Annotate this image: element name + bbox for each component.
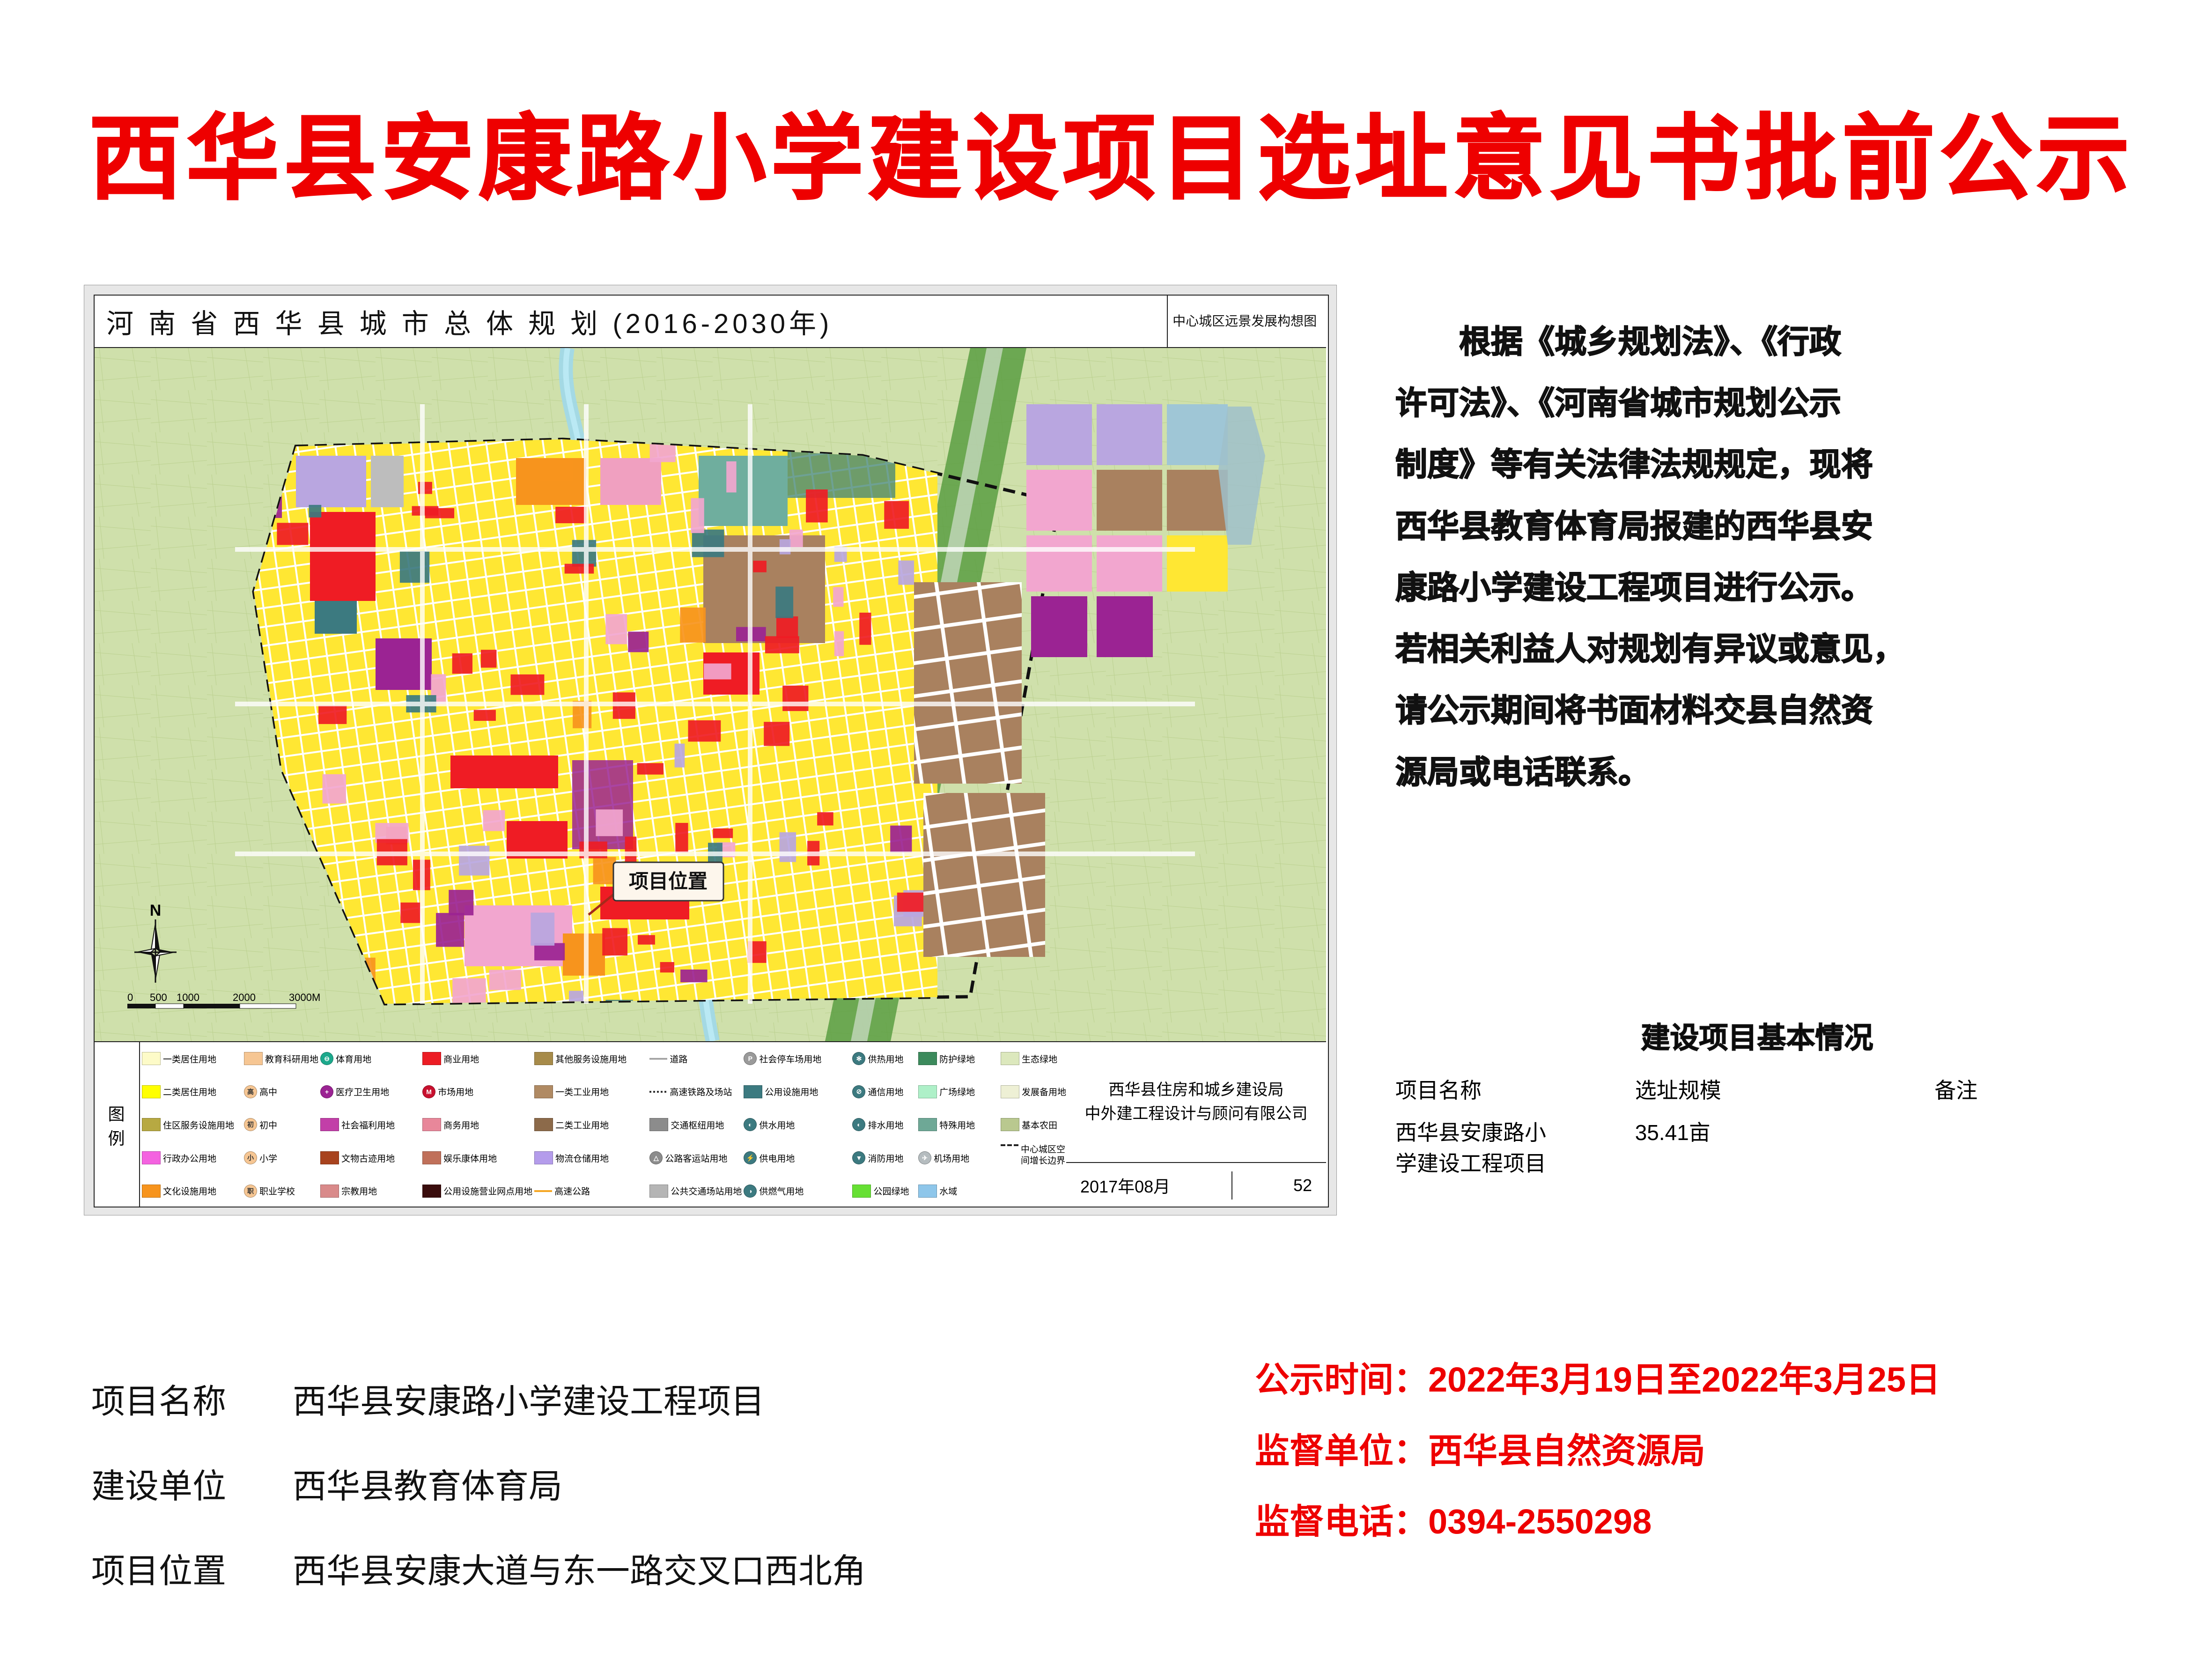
svg-text:项目位置: 项目位置 [629,870,708,892]
svg-text:500: 500 [150,992,167,1003]
svg-text:1000: 1000 [177,992,199,1003]
svg-text:N: N [150,902,162,919]
svg-text:2000: 2000 [233,992,256,1003]
svg-text:0: 0 [127,992,133,1003]
svg-text:3000M: 3000M [289,992,320,1003]
